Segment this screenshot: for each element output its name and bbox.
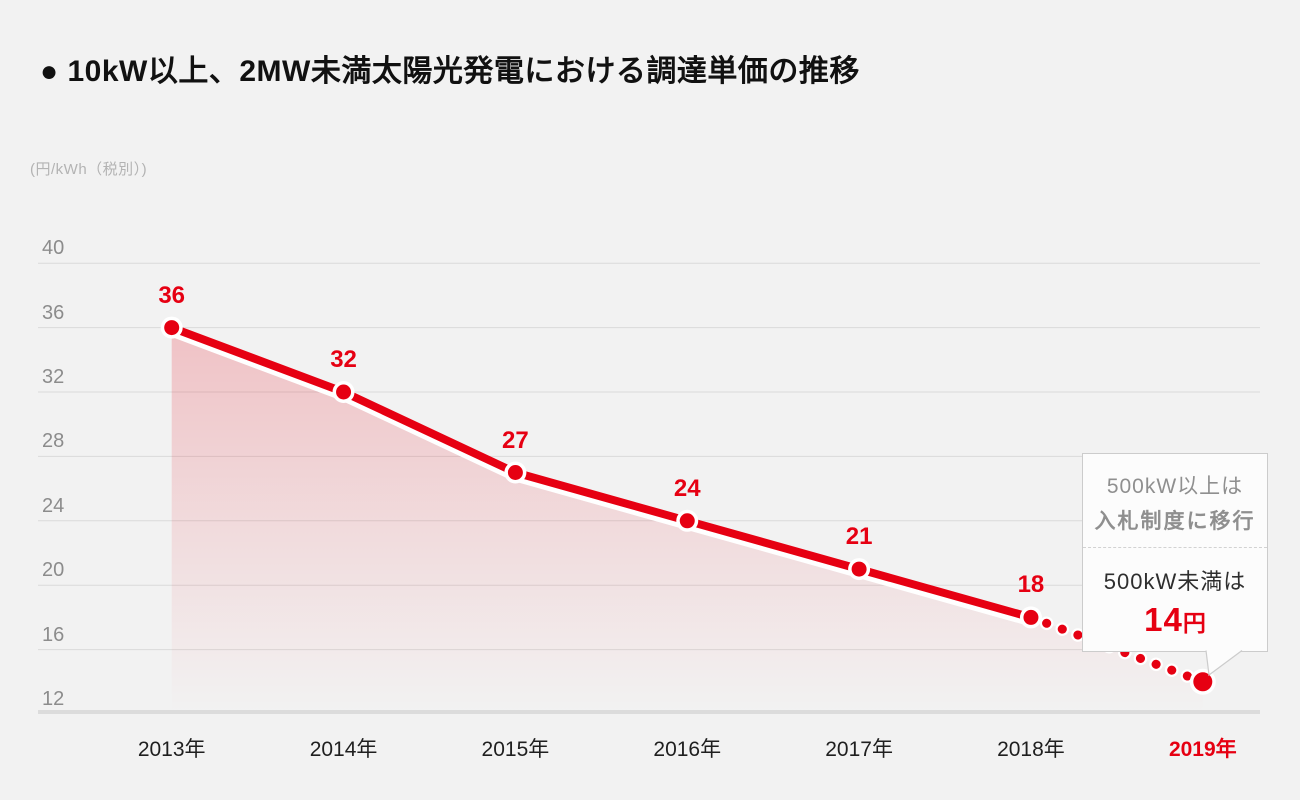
y-tick-label-28: 28 [42, 430, 65, 453]
area-fill [171, 327, 1203, 712]
callout-value-unit: 円 [1182, 610, 1206, 636]
y-tick-label-36: 36 [42, 301, 65, 324]
x-axis-label-2015年: 2015年 [481, 738, 550, 761]
point-value-label-18: 18 [1017, 571, 1045, 599]
point-value-label-32: 32 [330, 346, 357, 373]
data-point-2017年 [851, 561, 867, 577]
data-point-2016年 [679, 513, 695, 529]
x-axis-label-2018年: 2018年 [997, 738, 1065, 761]
data-point-2019年 [1193, 672, 1213, 692]
callout-line3: 500kW未満は [1103, 569, 1247, 594]
point-value-label-36: 36 [158, 281, 186, 309]
callout-box: 500kW以上は 入札制度に移行 500kW未満は 14 円 [1082, 453, 1268, 652]
callout-value-number: 14 [1144, 601, 1183, 638]
y-tick-label-20: 20 [42, 559, 65, 582]
point-value-label-21: 21 [845, 523, 873, 551]
chart-title: ● 10kW以上、2MW未満太陽光発電における調達単価の推移 [40, 55, 860, 88]
data-point-2013年 [164, 320, 180, 336]
data-point-2018年 [1023, 609, 1039, 625]
data-point-2015年 [507, 465, 523, 480]
y-tick-label-40: 40 [42, 237, 65, 260]
callout-value: 14 円 [1144, 601, 1206, 639]
callout-line2: 入札制度に移行 [1094, 510, 1256, 533]
trend-line-solid [167, 323, 1035, 622]
y-axis-unit-label: (円/kWh（税別）) [30, 161, 148, 178]
x-axis-label-2016年: 2016年 [653, 738, 722, 761]
data-point-2014年 [336, 384, 352, 400]
trend-line-dotted [1026, 612, 1208, 687]
x-axis-label-2017年: 2017年 [825, 738, 893, 761]
y-tick-label-16: 16 [42, 623, 65, 646]
y-tick-label-32: 32 [42, 366, 65, 388]
callout-top-section: 500kW以上は 入札制度に移行 [1083, 454, 1267, 547]
callout-line1: 500kW以上は [1106, 475, 1244, 498]
x-axis-label-2013年: 2013年 [137, 738, 206, 761]
y-tick-label-24: 24 [42, 494, 65, 517]
callout-divider [1083, 547, 1267, 548]
y-tick-label-12: 12 [42, 688, 65, 710]
callout-bottom-section: 500kW未満は 14 円 [1083, 548, 1267, 639]
x-axis-label-2019年: 2019年 [1168, 738, 1237, 761]
point-value-label-24: 24 [673, 474, 701, 502]
x-axis-label-2014年: 2014年 [309, 738, 378, 761]
point-value-label-27: 27 [502, 426, 529, 454]
